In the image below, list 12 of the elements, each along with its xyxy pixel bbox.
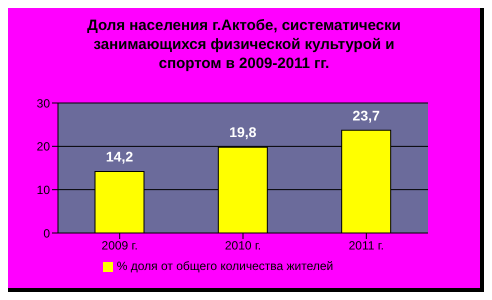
y-tick-label: 20	[36, 140, 50, 154]
data-label: 14,2	[106, 148, 134, 164]
x-tick-label: 2009 г.	[102, 238, 138, 253]
data-label: 23,7	[352, 107, 380, 124]
y-tick-label: 0	[43, 226, 50, 240]
chart-title: Доля населения г.Актобе, систематически занимающихся физической культурой и спортом в 2009-2011 гг.	[86, 16, 402, 73]
y-tick-label: 10	[36, 182, 50, 197]
y-tick-label: 30	[36, 96, 50, 110]
x-tick-label: 2011 г.	[348, 238, 384, 253]
x-tick-label: 2010 г.	[224, 238, 262, 253]
data-label: 19,8	[229, 124, 257, 140]
legend-label: % доля от общего количества жителей	[116, 259, 334, 273]
